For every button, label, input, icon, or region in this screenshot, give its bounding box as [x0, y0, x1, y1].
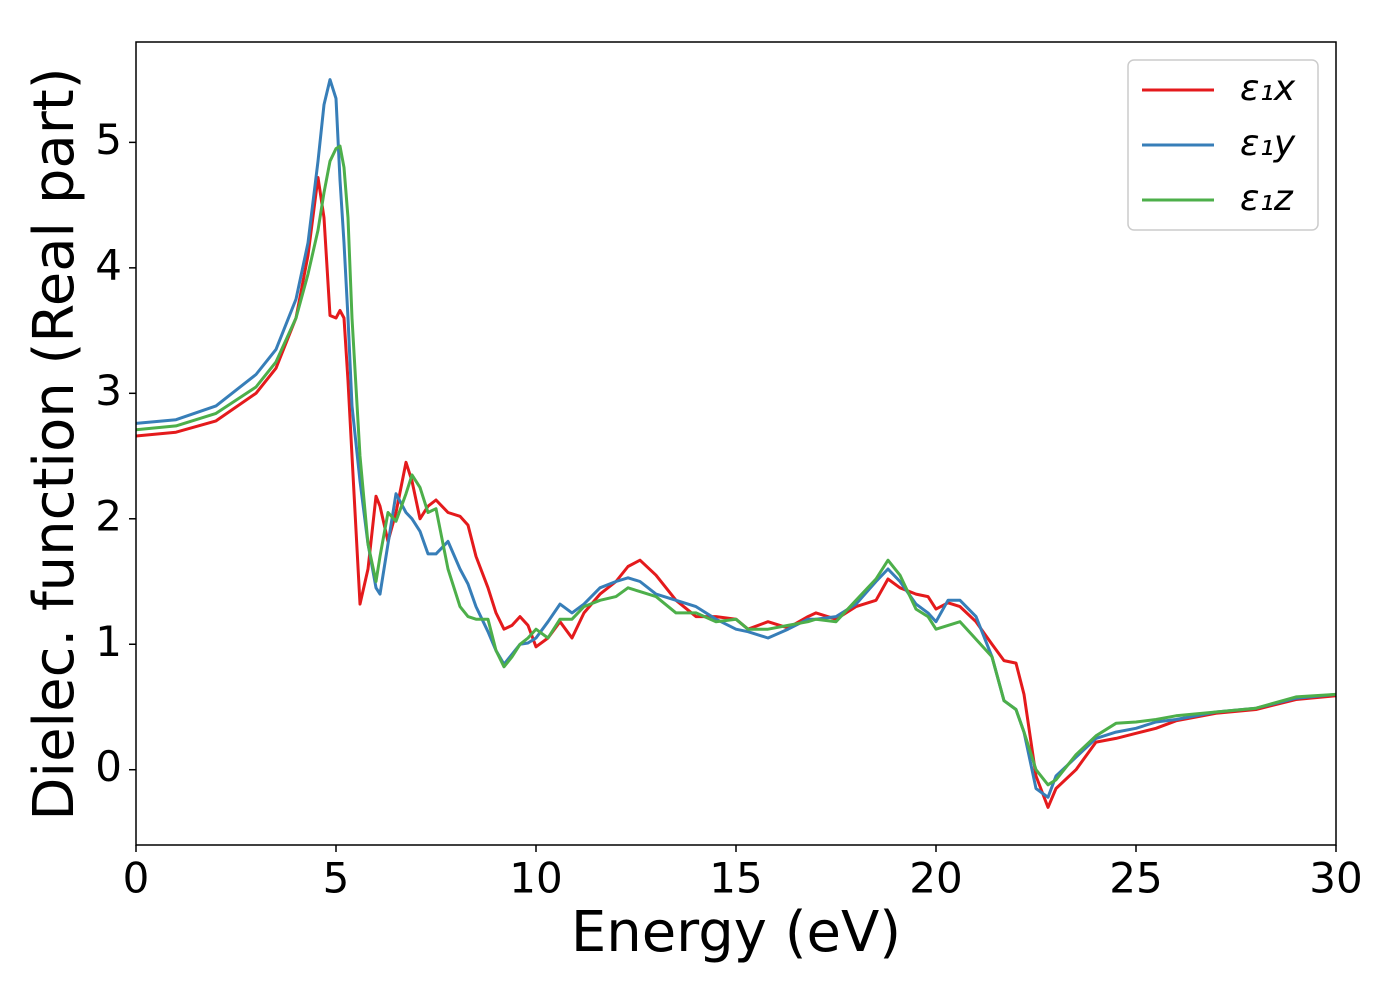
data-line	[136, 144, 1336, 787]
x-tick-label: 15	[709, 854, 762, 903]
legend-label: ε₁x	[1240, 68, 1296, 109]
y-tick-label: 3	[95, 366, 122, 415]
y-tick-label: 2	[95, 491, 122, 540]
x-tick-label: 30	[1309, 854, 1362, 903]
x-tick-label: 10	[509, 854, 562, 903]
x-tick-label: 20	[909, 854, 962, 903]
x-tick-label: 5	[323, 854, 350, 903]
y-tick-label: 5	[95, 115, 122, 164]
plot-frame	[135, 41, 1337, 846]
x-tick-label: 25	[1109, 854, 1162, 903]
data-line	[136, 176, 1336, 809]
y-tick-label: 0	[95, 742, 122, 791]
y-tick-label: 4	[95, 240, 122, 289]
x-tick-label: 0	[123, 854, 150, 903]
legend-box	[1127, 59, 1319, 231]
legend-label: ε₁z	[1240, 178, 1294, 219]
y-tick-label: 1	[95, 617, 122, 666]
x-axis-label: Energy (eV)	[571, 900, 901, 965]
y-axis-label: Dielec. function (Real part)	[22, 67, 87, 820]
legend-label: ε₁y	[1240, 123, 1296, 164]
